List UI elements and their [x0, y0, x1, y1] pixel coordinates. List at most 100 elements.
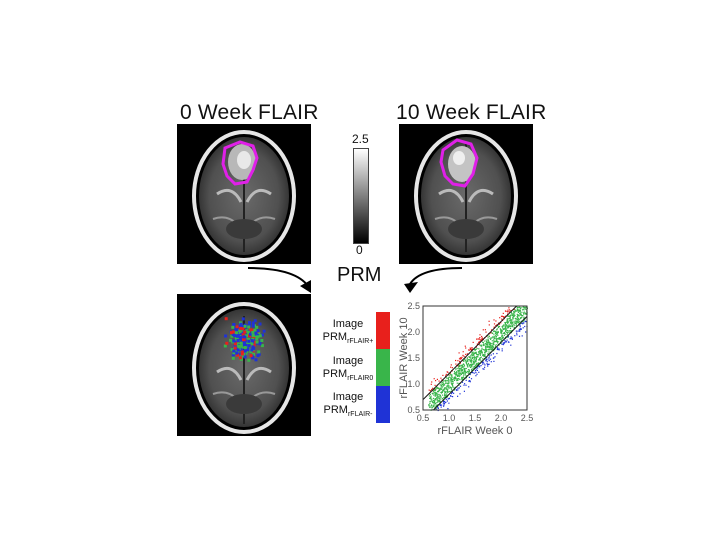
- scatter-point: [440, 388, 442, 390]
- scatter-point: [514, 312, 516, 314]
- scatter-point: [465, 347, 467, 349]
- scatter-point: [485, 331, 487, 333]
- prm-voxel: [238, 354, 242, 358]
- scatter-point: [451, 384, 454, 386]
- scatter-point: [464, 367, 466, 369]
- scatter-point: [441, 384, 443, 386]
- scatter-point: [463, 369, 465, 371]
- scatter-point: [504, 341, 506, 343]
- scatter-point: [494, 340, 496, 342]
- scatter-point: [519, 309, 521, 311]
- scatter-point: [523, 312, 525, 314]
- scatter-point: [487, 338, 489, 341]
- scatter-point: [475, 351, 477, 353]
- scatter-point: [447, 388, 449, 390]
- scatter-point: [518, 321, 520, 324]
- scatter-point: [430, 406, 432, 408]
- scatter-point: [470, 361, 472, 363]
- prm-voxel: [244, 351, 248, 355]
- prm-voxel: [246, 346, 249, 350]
- scatter-point: [523, 322, 525, 324]
- scatter-point: [428, 395, 430, 397]
- scatter-point: [442, 389, 444, 391]
- scatter-point: [519, 310, 521, 312]
- scatter-point: [499, 341, 501, 343]
- scatter-point: [459, 365, 461, 367]
- scatter-point: [435, 394, 437, 397]
- prm-voxel: [230, 334, 234, 338]
- scatter-point: [509, 327, 512, 329]
- scatter-point: [459, 360, 461, 362]
- scatter-point: [509, 317, 511, 319]
- scatter-point: [445, 388, 447, 390]
- scatter-point: [516, 308, 518, 310]
- scatter-point: [451, 377, 453, 379]
- scatter-point: [505, 330, 507, 332]
- scatter-point: [459, 368, 461, 370]
- scatter-point: [498, 323, 501, 325]
- scatter-point: [499, 337, 501, 340]
- scatter-point: [483, 368, 485, 370]
- scatter-point: [479, 350, 481, 352]
- scatter-point: [504, 328, 506, 330]
- scatter-point: [436, 387, 438, 389]
- scatter-point: [524, 320, 526, 322]
- prm-voxel: [260, 344, 264, 348]
- scatter-point: [489, 347, 491, 349]
- scatter-point: [437, 407, 439, 409]
- scatter-point: [482, 329, 484, 331]
- prm-voxel: [233, 344, 237, 348]
- scatter-point: [498, 326, 500, 328]
- scatter-point: [451, 375, 453, 377]
- scatter-point: [481, 352, 483, 354]
- scatter-point: [497, 326, 500, 329]
- prm-voxel: [225, 341, 229, 345]
- scatter-point: [451, 379, 453, 381]
- scatter-point: [469, 364, 471, 366]
- colorbar-min-label: 0: [356, 243, 363, 257]
- scatter-point: [488, 344, 490, 346]
- scatter-point: [519, 313, 521, 315]
- scatter-point: [521, 309, 524, 311]
- scatter-point: [448, 382, 450, 385]
- scatter-point: [466, 365, 469, 367]
- scatter-point: [458, 378, 460, 380]
- scatter-point: [510, 337, 512, 339]
- scatter-point: [507, 326, 510, 328]
- scatter-point: [439, 384, 441, 386]
- scatter-point: [502, 336, 504, 338]
- y-axis-label: rFLAIR Week 10: [398, 317, 410, 398]
- scatter-point: [508, 326, 510, 328]
- scatter-point: [493, 357, 495, 359]
- scatter-point: [434, 398, 436, 400]
- scatter-point: [438, 393, 440, 395]
- scatter-point: [447, 398, 449, 400]
- scatter-point: [522, 321, 524, 323]
- scatter-point: [509, 322, 511, 324]
- scatter-point: [445, 387, 447, 389]
- scatter-point: [493, 340, 495, 342]
- scatter-point: [520, 328, 522, 330]
- scatter-point: [471, 347, 473, 349]
- scatter-point: [463, 355, 465, 357]
- scatter-point: [511, 314, 513, 316]
- scatter-point: [477, 338, 480, 340]
- scatter-point: [442, 384, 445, 386]
- scatter-point: [460, 365, 463, 367]
- scatter-point: [458, 371, 460, 373]
- scatter-point: [471, 354, 474, 356]
- prm-voxel: [223, 344, 227, 348]
- scatter-point: [463, 372, 465, 374]
- scatter-point: [503, 332, 505, 334]
- scatter-point: [495, 344, 497, 346]
- prm-voxel: [245, 334, 248, 338]
- prm-voxel: [256, 329, 260, 333]
- scatter-point: [481, 335, 483, 338]
- prm-voxel: [253, 331, 257, 335]
- scatter-point: [493, 337, 495, 339]
- scatter-point: [505, 324, 507, 326]
- scatter-point: [457, 395, 459, 397]
- scatter-point: [510, 344, 512, 346]
- scatter-point: [435, 392, 437, 394]
- roi-outline-week10: [439, 138, 479, 188]
